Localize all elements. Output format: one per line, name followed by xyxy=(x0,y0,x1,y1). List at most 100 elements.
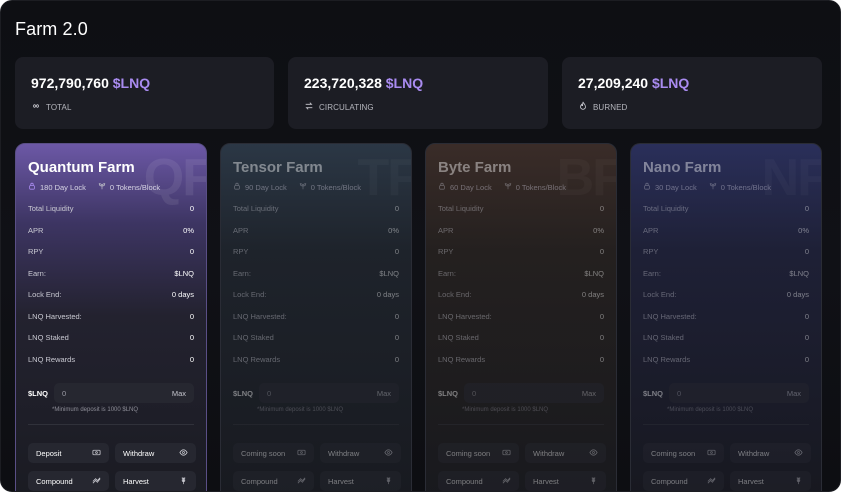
farm-card-quantum: QF Quantum Farm 180 Day Lock 0 Tokens/Bl… xyxy=(15,143,207,491)
farm-row: LNQ Harvested: 0 xyxy=(643,310,809,322)
row-label: RPY xyxy=(438,246,454,256)
row-value: 0 xyxy=(189,203,194,213)
row-value: 0 xyxy=(804,203,809,213)
farm-row: Total Liquidity 0 xyxy=(643,202,809,214)
farm-row: LNQ Rewards 0 xyxy=(28,353,194,365)
harvest-button[interactable]: Harvest xyxy=(730,471,811,491)
cash-icon xyxy=(297,448,306,459)
deposit-note: *Minimum deposit is 1000 $LNQ xyxy=(257,407,344,413)
row-value: 0 xyxy=(189,332,194,342)
action-label: Compound xyxy=(446,476,483,486)
farm-title: Nano Farm xyxy=(643,159,722,176)
withdraw-button[interactable]: Withdraw xyxy=(730,443,811,463)
action-label: Harvest xyxy=(738,476,764,486)
row-label: APR xyxy=(643,225,659,235)
farm-watermark: NF xyxy=(761,149,822,207)
farm-lock-text: 180 Day Lock xyxy=(40,182,86,192)
stat-value: 223,720,328 $LNQ xyxy=(304,75,423,91)
row-label: LNQ Rewards xyxy=(643,354,691,364)
deposit-amount-input[interactable] xyxy=(677,388,757,398)
row-label: APR xyxy=(28,225,44,235)
deposit-amount-input[interactable] xyxy=(267,388,347,398)
coming-soon-button[interactable]: Coming soon xyxy=(643,443,724,463)
row-label: Total Liquidity xyxy=(233,203,279,213)
farm-meta: 90 Day Lock 0 Tokens/Block xyxy=(233,182,361,192)
row-value: 0% xyxy=(183,225,194,235)
row-label: APR xyxy=(233,225,249,235)
action-label: Deposit xyxy=(36,448,62,458)
row-label: LNQ Rewards xyxy=(28,354,76,364)
max-button[interactable]: Max xyxy=(581,388,596,398)
farm-row: Lock End: 0 days xyxy=(438,288,604,300)
coming-soon-button[interactable]: Coming soon xyxy=(438,443,519,463)
stat-value: 972,790,760 $LNQ xyxy=(31,75,150,91)
farm-row: Earn: $LNQ xyxy=(233,267,399,279)
deposit-amount-input[interactable] xyxy=(62,388,142,398)
row-label: RPY xyxy=(233,246,249,256)
farm-row: LNQ Harvested: 0 xyxy=(438,310,604,322)
max-button[interactable]: Max xyxy=(786,388,801,398)
divider xyxy=(643,424,809,425)
row-label: Total Liquidity xyxy=(28,203,74,213)
farm-row: Lock End: 0 days xyxy=(233,288,399,300)
withdraw-button[interactable]: Withdraw xyxy=(320,443,401,463)
action-label: Harvest xyxy=(533,476,559,486)
farm-rate-text: 0 Tokens/Block xyxy=(515,182,567,192)
farm-row: LNQ Staked 0 xyxy=(438,331,604,343)
farm-card-byte: BF Byte Farm 60 Day Lock 0 Tokens/Block … xyxy=(425,143,617,491)
farm-title: Byte Farm xyxy=(438,159,512,176)
row-label: RPY xyxy=(643,246,659,256)
deposit-amount-input[interactable] xyxy=(472,388,552,398)
divider xyxy=(233,424,399,425)
row-label: APR xyxy=(438,225,454,235)
sprout-icon xyxy=(709,182,717,192)
harvest-button[interactable]: Harvest xyxy=(115,471,196,491)
farm-row: LNQ Harvested: 0 xyxy=(28,310,194,322)
row-label: Lock End: xyxy=(643,289,677,299)
action-label: Withdraw xyxy=(123,448,155,458)
row-value: 0 days xyxy=(171,289,194,299)
stat-label-text: TOTAL xyxy=(46,102,72,112)
action-label: Harvest xyxy=(123,476,149,486)
compound-button[interactable]: Compound xyxy=(233,471,314,491)
row-label: Earn: xyxy=(233,268,251,278)
farm-card-nano: NF Nano Farm 30 Day Lock 0 Tokens/Block … xyxy=(630,143,822,491)
farm-row: Earn: $LNQ xyxy=(28,267,194,279)
compound-button[interactable]: Compound xyxy=(438,471,519,491)
harvest-button[interactable]: Harvest xyxy=(320,471,401,491)
coming-soon-button[interactable]: Coming soon xyxy=(233,443,314,463)
stat-token: $LNQ xyxy=(385,75,424,91)
deposit-button[interactable]: Deposit xyxy=(28,443,109,463)
sprout-icon xyxy=(504,182,512,192)
action-label: Withdraw xyxy=(328,448,360,458)
farm-row: APR 0% xyxy=(28,224,194,236)
withdraw-button[interactable]: Withdraw xyxy=(115,443,196,463)
row-label: Total Liquidity xyxy=(643,203,689,213)
farm-row: Lock End: 0 days xyxy=(643,288,809,300)
action-label: Coming soon xyxy=(651,448,696,458)
withdraw-button[interactable]: Withdraw xyxy=(525,443,606,463)
row-label: LNQ Harvested: xyxy=(643,311,697,321)
max-button[interactable]: Max xyxy=(171,388,186,398)
farm-row: Earn: $LNQ xyxy=(438,267,604,279)
row-value: 0% xyxy=(388,225,399,235)
row-label: Lock End: xyxy=(233,289,267,299)
row-label: LNQ Staked xyxy=(233,332,274,342)
row-value: 0 xyxy=(804,332,809,342)
cash-icon xyxy=(502,448,511,459)
farm-row: Total Liquidity 0 xyxy=(438,202,604,214)
max-button[interactable]: Max xyxy=(376,388,391,398)
harvest-button[interactable]: Harvest xyxy=(525,471,606,491)
deposit-box: Max xyxy=(669,383,809,403)
farm-row: RPY 0 xyxy=(28,245,194,257)
infinity-icon xyxy=(31,101,41,113)
compound-button[interactable]: Compound xyxy=(28,471,109,491)
farm-row: LNQ Harvested: 0 xyxy=(233,310,399,322)
row-value: 0% xyxy=(593,225,604,235)
stat-amount: 27,209,240 xyxy=(578,75,649,91)
row-label: LNQ Harvested: xyxy=(233,311,287,321)
compound-button[interactable]: Compound xyxy=(643,471,724,491)
sprout-icon xyxy=(299,182,307,192)
wheat-icon xyxy=(179,476,188,487)
